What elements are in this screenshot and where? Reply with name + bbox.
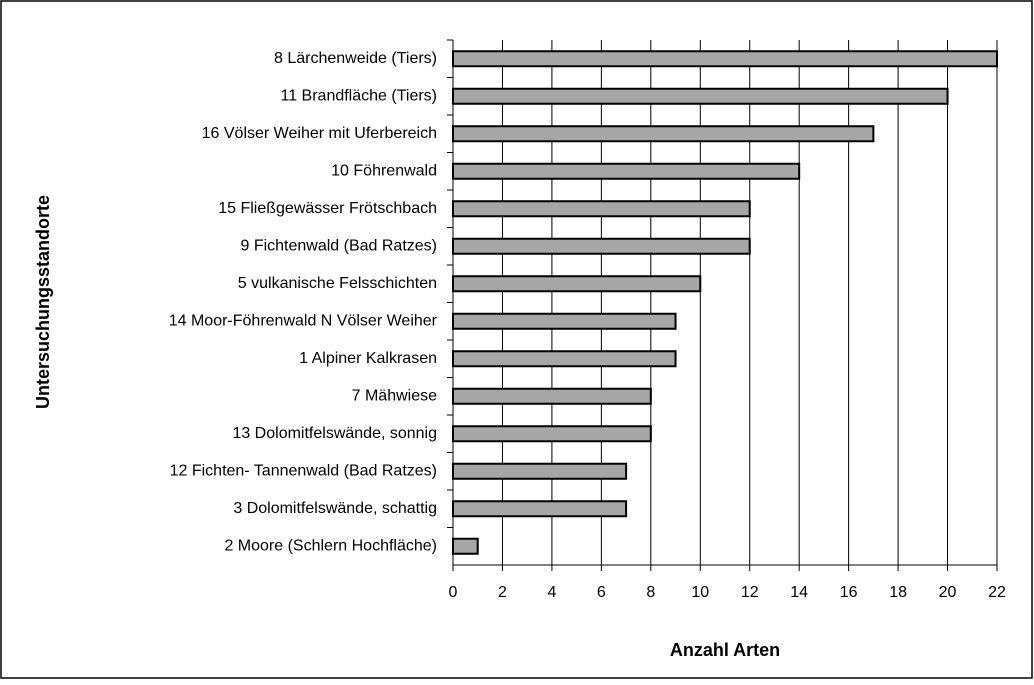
y-tick-label: 9 Fichtenwald (Bad Ratzes) [240,237,437,254]
x-tick-label: 14 [790,584,808,601]
bar [452,275,702,293]
bar [452,125,875,143]
x-tick-label: 4 [547,584,556,601]
y-axis-label: Untersuchungsstandorte [33,195,53,409]
x-axis-label: Anzahl Arten [670,640,780,660]
x-tick-label: 10 [691,584,709,601]
y-tick-label: 12 Fichten- Tannenwald (Bad Ratzes) [170,462,437,479]
bar [452,200,751,218]
x-tick-label: 6 [597,584,606,601]
y-tick-label: 11 Brandfläche (Tiers) [280,87,437,104]
bar [452,312,677,330]
bar [452,87,949,105]
x-tick-label: 16 [840,584,858,601]
bar [452,500,628,518]
y-tick-label: 1 Alpiner Kalkrasen [299,350,437,367]
bar [452,462,628,480]
bar [452,425,652,443]
y-tick-label: 15 Fließgewässer Frötschbach [218,200,437,217]
bar [452,50,998,68]
y-tick-label: 3 Dolomitfelswände, schattig [233,500,437,517]
y-tick-label: 10 Föhrenwald [331,162,437,179]
bar [452,387,652,405]
y-tick-label: 8 Lärchenweide (Tiers) [274,50,437,67]
x-tick-label: 0 [449,584,458,601]
x-tick-label: 12 [741,584,759,601]
y-tick-label: 13 Dolomitfelswände, sonnig [232,425,437,442]
x-tick-label: 18 [889,584,907,601]
x-tick-label: 22 [988,584,1006,601]
bar [452,537,479,555]
x-tick-label: 20 [939,584,957,601]
bar [452,237,751,255]
y-tick-label: 7 Mähwiese [352,387,437,404]
y-tick-label: 2 Moore (Schlern Hochfläche) [224,537,437,554]
y-tick-label: 5 vulkanische Felsschichten [238,275,437,292]
x-tick-label: 2 [498,584,507,601]
bar [452,162,801,180]
y-tick-label: 14 Moor-Föhrenwald N Völser Weiher [169,312,438,329]
y-tick-label: 16 Völser Weiher mit Uferbereich [202,125,437,142]
bar [452,350,677,368]
x-tick-label: 8 [646,584,655,601]
